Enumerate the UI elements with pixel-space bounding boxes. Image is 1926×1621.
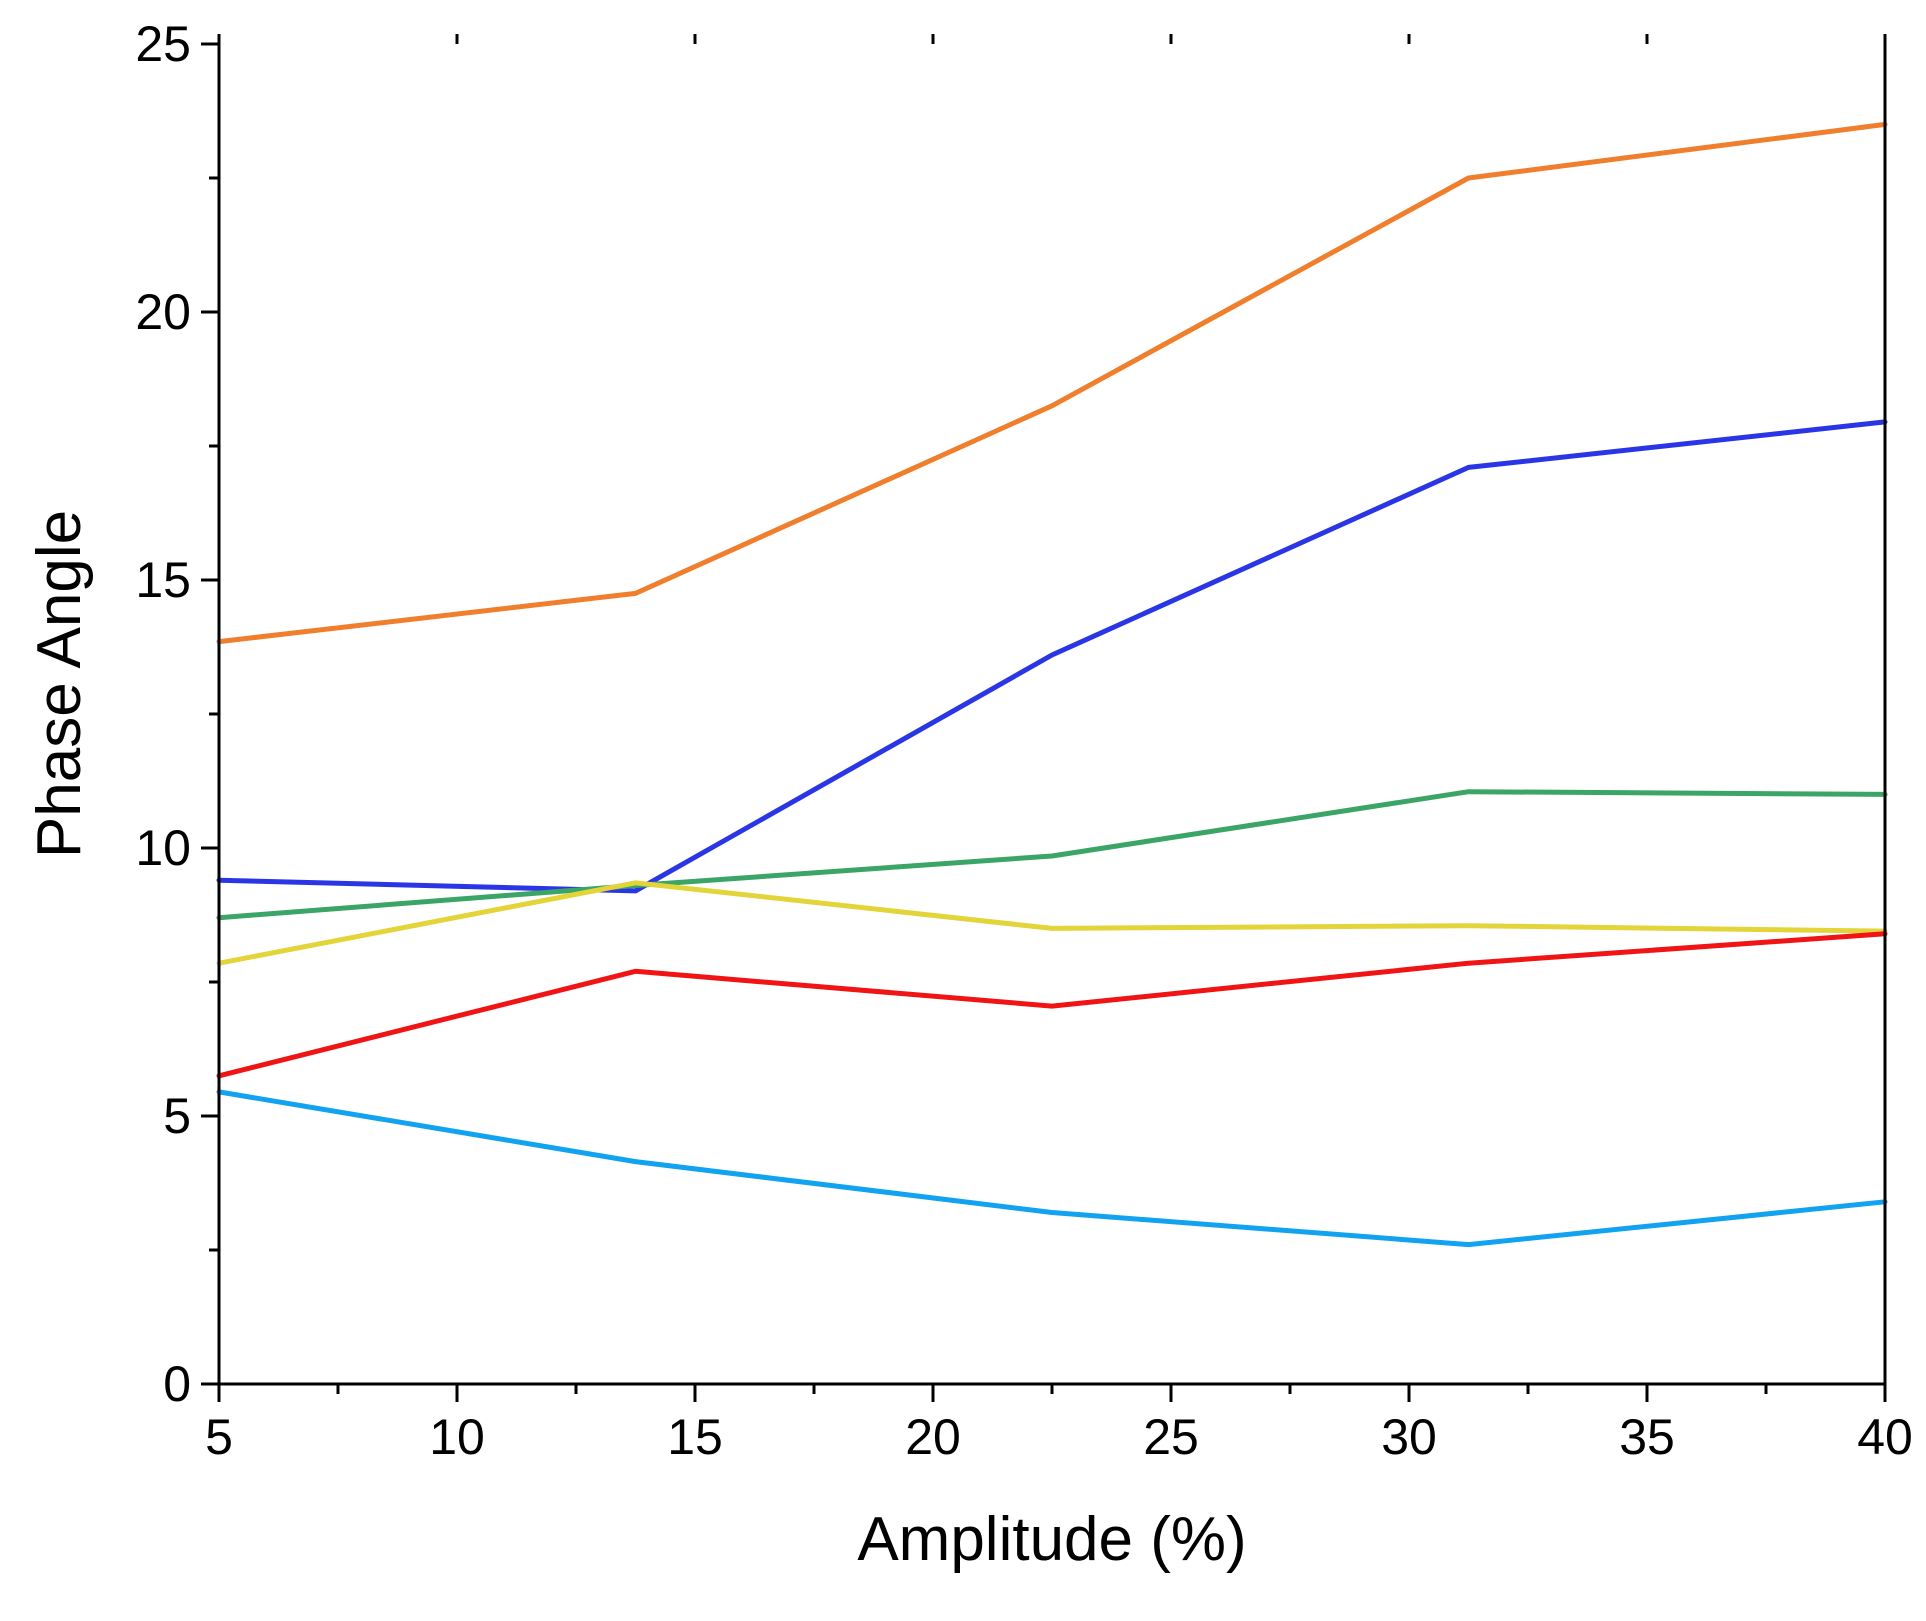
y-tick-label: 0 xyxy=(163,1356,191,1412)
x-axis-title: Amplitude (%) xyxy=(857,1505,1246,1574)
series-line-yellow xyxy=(216,880,1888,966)
y-tick-label: 10 xyxy=(135,820,191,876)
y-tick-label: 20 xyxy=(135,284,191,340)
x-tick-label: 30 xyxy=(1381,1409,1437,1465)
series-line-green xyxy=(216,789,1888,921)
axes-layer xyxy=(217,44,1887,1386)
y-tick-label: 5 xyxy=(163,1088,191,1144)
x-tick-label: 40 xyxy=(1857,1409,1913,1465)
series-line-red xyxy=(216,931,1888,1079)
series-line-blue xyxy=(216,419,1888,894)
series-layer xyxy=(216,121,1888,1248)
series-line-orange xyxy=(216,121,1888,645)
y-axis-title: Phase Angle xyxy=(25,510,94,858)
y-tick-label: 25 xyxy=(135,16,191,72)
x-tick-label: 10 xyxy=(429,1409,485,1465)
y-axis-ticks: 0 5 10 15 20 25 xyxy=(135,16,219,1412)
x-tick-label: 35 xyxy=(1619,1409,1675,1465)
x-axis-ticks: 5 10 15 20 25 30 35 40 xyxy=(205,34,1913,1465)
plot-frame xyxy=(217,44,1887,1386)
x-tick-label: 15 xyxy=(667,1409,723,1465)
x-tick-label: 20 xyxy=(905,1409,961,1465)
x-tick-label: 25 xyxy=(1143,1409,1199,1465)
series-line-light-blue xyxy=(216,1089,1888,1248)
x-tick-label: 5 xyxy=(205,1409,233,1465)
y-tick-label: 15 xyxy=(135,552,191,608)
